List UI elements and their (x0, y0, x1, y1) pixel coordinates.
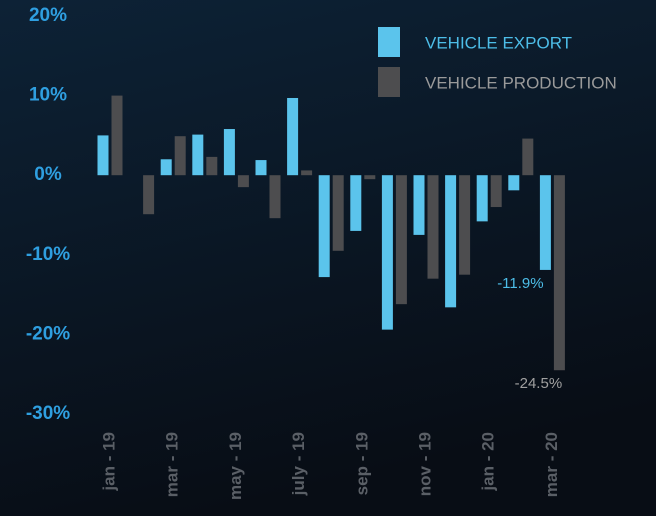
bar (459, 175, 471, 275)
y-tick-label: -20% (26, 323, 70, 344)
bar (318, 175, 330, 278)
bar (332, 175, 344, 251)
legend-swatch (378, 67, 400, 97)
y-tick-label: -10% (26, 244, 70, 265)
y-tick-label: 10% (29, 85, 67, 106)
bar (350, 175, 362, 231)
bar (413, 175, 425, 235)
x-tick-label: july - 19 (289, 432, 308, 496)
bar (160, 159, 172, 176)
bar (553, 175, 565, 371)
bar (237, 175, 249, 188)
bar (508, 175, 520, 191)
x-tick-label: may - 19 (226, 432, 245, 500)
x-tick-label: sep - 19 (352, 432, 371, 495)
bar (255, 160, 267, 176)
bar (364, 175, 376, 180)
bar (427, 175, 439, 279)
bar (192, 134, 204, 176)
bar (395, 175, 407, 305)
bar (269, 175, 281, 219)
legend-label: VEHICLE EXPORT (425, 33, 572, 52)
bar (445, 175, 457, 308)
value-label: -24.5% (515, 375, 563, 392)
bar (143, 175, 155, 215)
x-tick-label: jan - 19 (99, 432, 118, 492)
bar (223, 129, 235, 176)
x-tick-label: mar - 20 (542, 432, 561, 497)
bar (301, 170, 313, 176)
bar (206, 156, 218, 176)
y-tick-label: 20% (29, 5, 67, 26)
bar (97, 135, 109, 176)
bar (522, 138, 534, 176)
bar (287, 97, 299, 176)
bar (174, 136, 186, 176)
y-tick-label: -30% (26, 403, 70, 424)
bar (490, 175, 502, 208)
bar (381, 175, 393, 330)
legend-swatch (378, 27, 400, 57)
x-tick-label: mar - 19 (163, 432, 182, 497)
bar (539, 175, 551, 270)
x-tick-label: nov - 19 (415, 432, 434, 496)
legend-label: VEHICLE PRODUCTION (425, 73, 617, 92)
x-tick-label: jan - 20 (479, 432, 498, 492)
bar (111, 95, 123, 176)
value-label: -11.9% (497, 275, 543, 292)
bar (476, 175, 488, 222)
y-tick-label: 0% (34, 164, 62, 185)
